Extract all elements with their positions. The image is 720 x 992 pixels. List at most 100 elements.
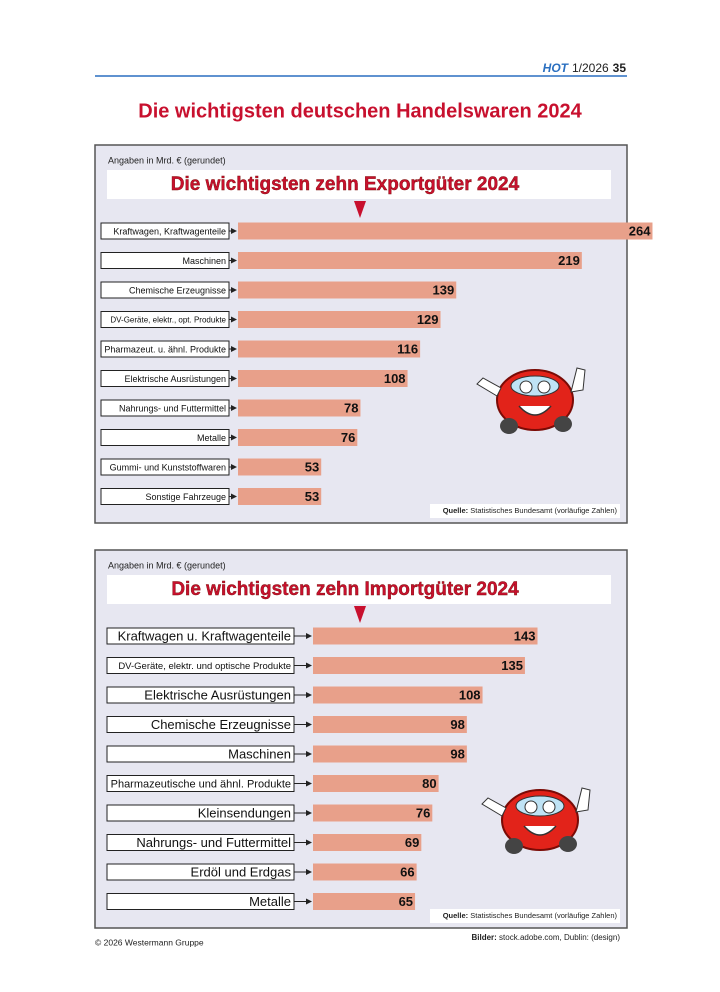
bar (313, 893, 416, 910)
category-label: Pharmazeutische und ähnl. Produkte (111, 778, 291, 790)
category-label: DV-Geräte, elektr. und optische Produkte (118, 661, 291, 672)
bar (313, 775, 439, 792)
arrowhead (306, 692, 312, 698)
category-label: Elektrische Ausrüstungen (144, 687, 291, 702)
bar (238, 311, 441, 328)
category-label: Chemische Erzeugnisse (129, 285, 226, 295)
credits: Bilder: stock.adobe.com, Dublin: (design… (471, 933, 620, 942)
car-wheel (500, 418, 518, 434)
arrowhead (231, 405, 237, 411)
value-label: 98 (450, 746, 464, 761)
value-label: 116 (397, 341, 418, 356)
arrowhead (306, 662, 312, 669)
car-thumb (575, 787, 591, 813)
arrowhead (231, 464, 237, 470)
arrowhead (306, 633, 312, 639)
arrowhead (231, 375, 237, 382)
bar (238, 370, 408, 387)
bar (313, 686, 483, 704)
bar (238, 281, 457, 299)
chart-title: Die wichtigsten zehn Exportgüter 2024 (171, 174, 520, 195)
bar (238, 488, 322, 505)
value-label: 98 (450, 717, 464, 732)
category-label: Nahrungs- und Futtermittel (119, 403, 226, 413)
category-label: Nahrungs- und Futtermittel (136, 835, 291, 850)
copyright: © 2026 Westermann Gruppe (95, 937, 204, 947)
car-window (515, 795, 565, 817)
value-label: 143 (514, 628, 536, 643)
bar (313, 804, 433, 822)
arrowhead (231, 493, 237, 500)
pointer (354, 201, 366, 218)
source: Quelle: Statistisches Bundesamt (vorläuf… (443, 506, 618, 515)
value-label: 139 (433, 282, 455, 297)
car-hand (481, 797, 507, 817)
arrowhead (306, 810, 312, 816)
page-title: Die wichtigsten deutschen Handelswaren 2… (138, 100, 582, 122)
title-banner (107, 575, 611, 604)
value-label: 53 (305, 459, 319, 474)
bar (238, 399, 361, 417)
source-box (430, 909, 620, 923)
source-label: Quelle: (443, 911, 468, 920)
value-label: 78 (344, 400, 358, 415)
value-label: 108 (459, 687, 481, 702)
bar (313, 863, 417, 881)
car-window (510, 375, 560, 397)
car-thumb (570, 367, 586, 393)
category-label: Kraftwagen, Kraftwagenteile (113, 226, 226, 236)
value-label: 108 (384, 371, 406, 386)
arrowhead (231, 346, 237, 352)
value-label: 53 (305, 489, 319, 504)
arrowhead (231, 287, 237, 293)
bar (238, 222, 653, 240)
category-label: Pharmazeut. u. ähnl. Produkte (104, 344, 226, 354)
source-text: Statistisches Bundesamt (vorläufige Zahl… (470, 911, 617, 920)
value-label: 219 (558, 253, 580, 268)
category-label: Gummi- und Kunststoffwaren (110, 462, 226, 472)
car-smile (518, 405, 552, 416)
arrowhead (306, 751, 312, 757)
category-label: Kraftwagen u. Kraftwagenteile (118, 628, 291, 643)
value-label: 69 (405, 835, 419, 850)
arrowhead (306, 780, 312, 787)
car-illustration (481, 787, 591, 854)
arrowhead (231, 316, 237, 323)
category-label: Maschinen (182, 256, 226, 266)
value-label: 264 (629, 223, 651, 238)
arrowhead (231, 257, 237, 264)
credits-label: Bilder: (471, 933, 496, 942)
car-eye (542, 800, 556, 814)
car-eye (537, 380, 551, 394)
car-smile (523, 825, 557, 836)
arrowhead (306, 898, 312, 905)
chart-title: Die wichtigsten zehn Importgüter 2024 (171, 579, 519, 600)
brand: HOT (543, 61, 570, 75)
car-eye (519, 380, 533, 394)
category-label: Chemische Erzeugnisse (151, 717, 291, 732)
arrowhead (231, 228, 237, 234)
category-label: Erdöl und Erdgas (191, 864, 292, 879)
value-label: 135 (501, 658, 523, 673)
pointer (354, 606, 366, 623)
source-label: Quelle: (443, 506, 468, 515)
unit-note: Angaben in Mrd. € (gerundet) (108, 155, 226, 165)
bar (313, 627, 538, 645)
car-eye (524, 800, 538, 814)
credits-text: stock.adobe.com, Dublin: (design) (499, 933, 620, 942)
source: Quelle: Statistisches Bundesamt (vorläuf… (443, 911, 618, 920)
bar (313, 745, 467, 763)
car-wheel (554, 416, 572, 432)
car-illustration (476, 367, 586, 434)
category-label: Metalle (249, 894, 291, 909)
bar (313, 657, 525, 674)
bar (313, 834, 422, 851)
value-label: 76 (341, 430, 355, 445)
bar (238, 429, 358, 446)
category-label: DV-Geräte, elektr., opt. Produkte (110, 316, 226, 325)
category-label: Kleinsendungen (198, 805, 291, 820)
bar (238, 458, 322, 476)
bar (238, 340, 421, 358)
bar (238, 252, 582, 269)
category-label: Elektrische Ausrüstungen (124, 374, 226, 384)
